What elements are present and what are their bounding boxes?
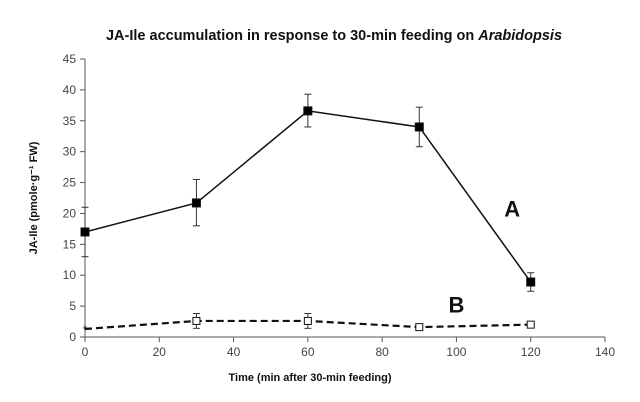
data-point-marker — [192, 316, 201, 325]
chart-title: JA-Ile accumulation in response to 30-mi… — [106, 28, 562, 44]
data-point-marker — [415, 323, 424, 332]
y-tick-label: 35 — [63, 114, 77, 128]
data-point-marker — [303, 316, 312, 325]
y-tick-label: 10 — [63, 268, 77, 282]
y-tick-label: 45 — [63, 52, 77, 66]
x-tick-label: 0 — [82, 345, 89, 359]
series-label: B — [448, 292, 464, 317]
y-tick-label: 5 — [69, 299, 76, 313]
y-tick-label: 40 — [63, 83, 77, 97]
y-tick-label: 15 — [63, 237, 77, 251]
y-tick-label: 0 — [69, 330, 76, 344]
x-axis-label: Time (min after 30-min feeding) — [229, 372, 392, 384]
series-b: *B — [83, 292, 535, 336]
x-tick-label: 140 — [595, 345, 615, 359]
data-point-marker: * — [83, 324, 88, 336]
data-point-marker — [526, 277, 536, 287]
x-tick-label: 20 — [153, 345, 167, 359]
x-tick-label: 100 — [446, 345, 466, 359]
data-marks: A*B — [80, 93, 536, 336]
series-label: A — [504, 197, 520, 222]
chart-title-italic: Arabidopsis — [477, 28, 562, 44]
data-point-marker — [414, 122, 424, 132]
y-tick-label: 20 — [63, 206, 77, 220]
y-tick-label: 25 — [63, 176, 77, 190]
data-point-marker — [303, 106, 313, 116]
x-tick-label: 60 — [301, 345, 315, 359]
x-tick-label: 120 — [521, 345, 541, 359]
data-point-marker — [191, 198, 201, 208]
data-point-marker — [526, 320, 535, 329]
data-point-marker — [80, 227, 90, 237]
axes: 0 5 10 15 20 25 30 35 40 45 0 20 40 60 80 100 120 140 — [63, 52, 616, 359]
series-a: A — [80, 93, 536, 292]
chart-title-main: JA-Ile accumulation in response to 30-mi… — [106, 28, 474, 44]
x-tick-label: 40 — [227, 345, 241, 359]
series-line — [84, 110, 532, 283]
y-axis-label: JA-Ile (pmole·g⁻¹ FW) — [28, 141, 40, 254]
y-tick-label: 30 — [63, 145, 77, 159]
x-tick-label: 80 — [375, 345, 389, 359]
